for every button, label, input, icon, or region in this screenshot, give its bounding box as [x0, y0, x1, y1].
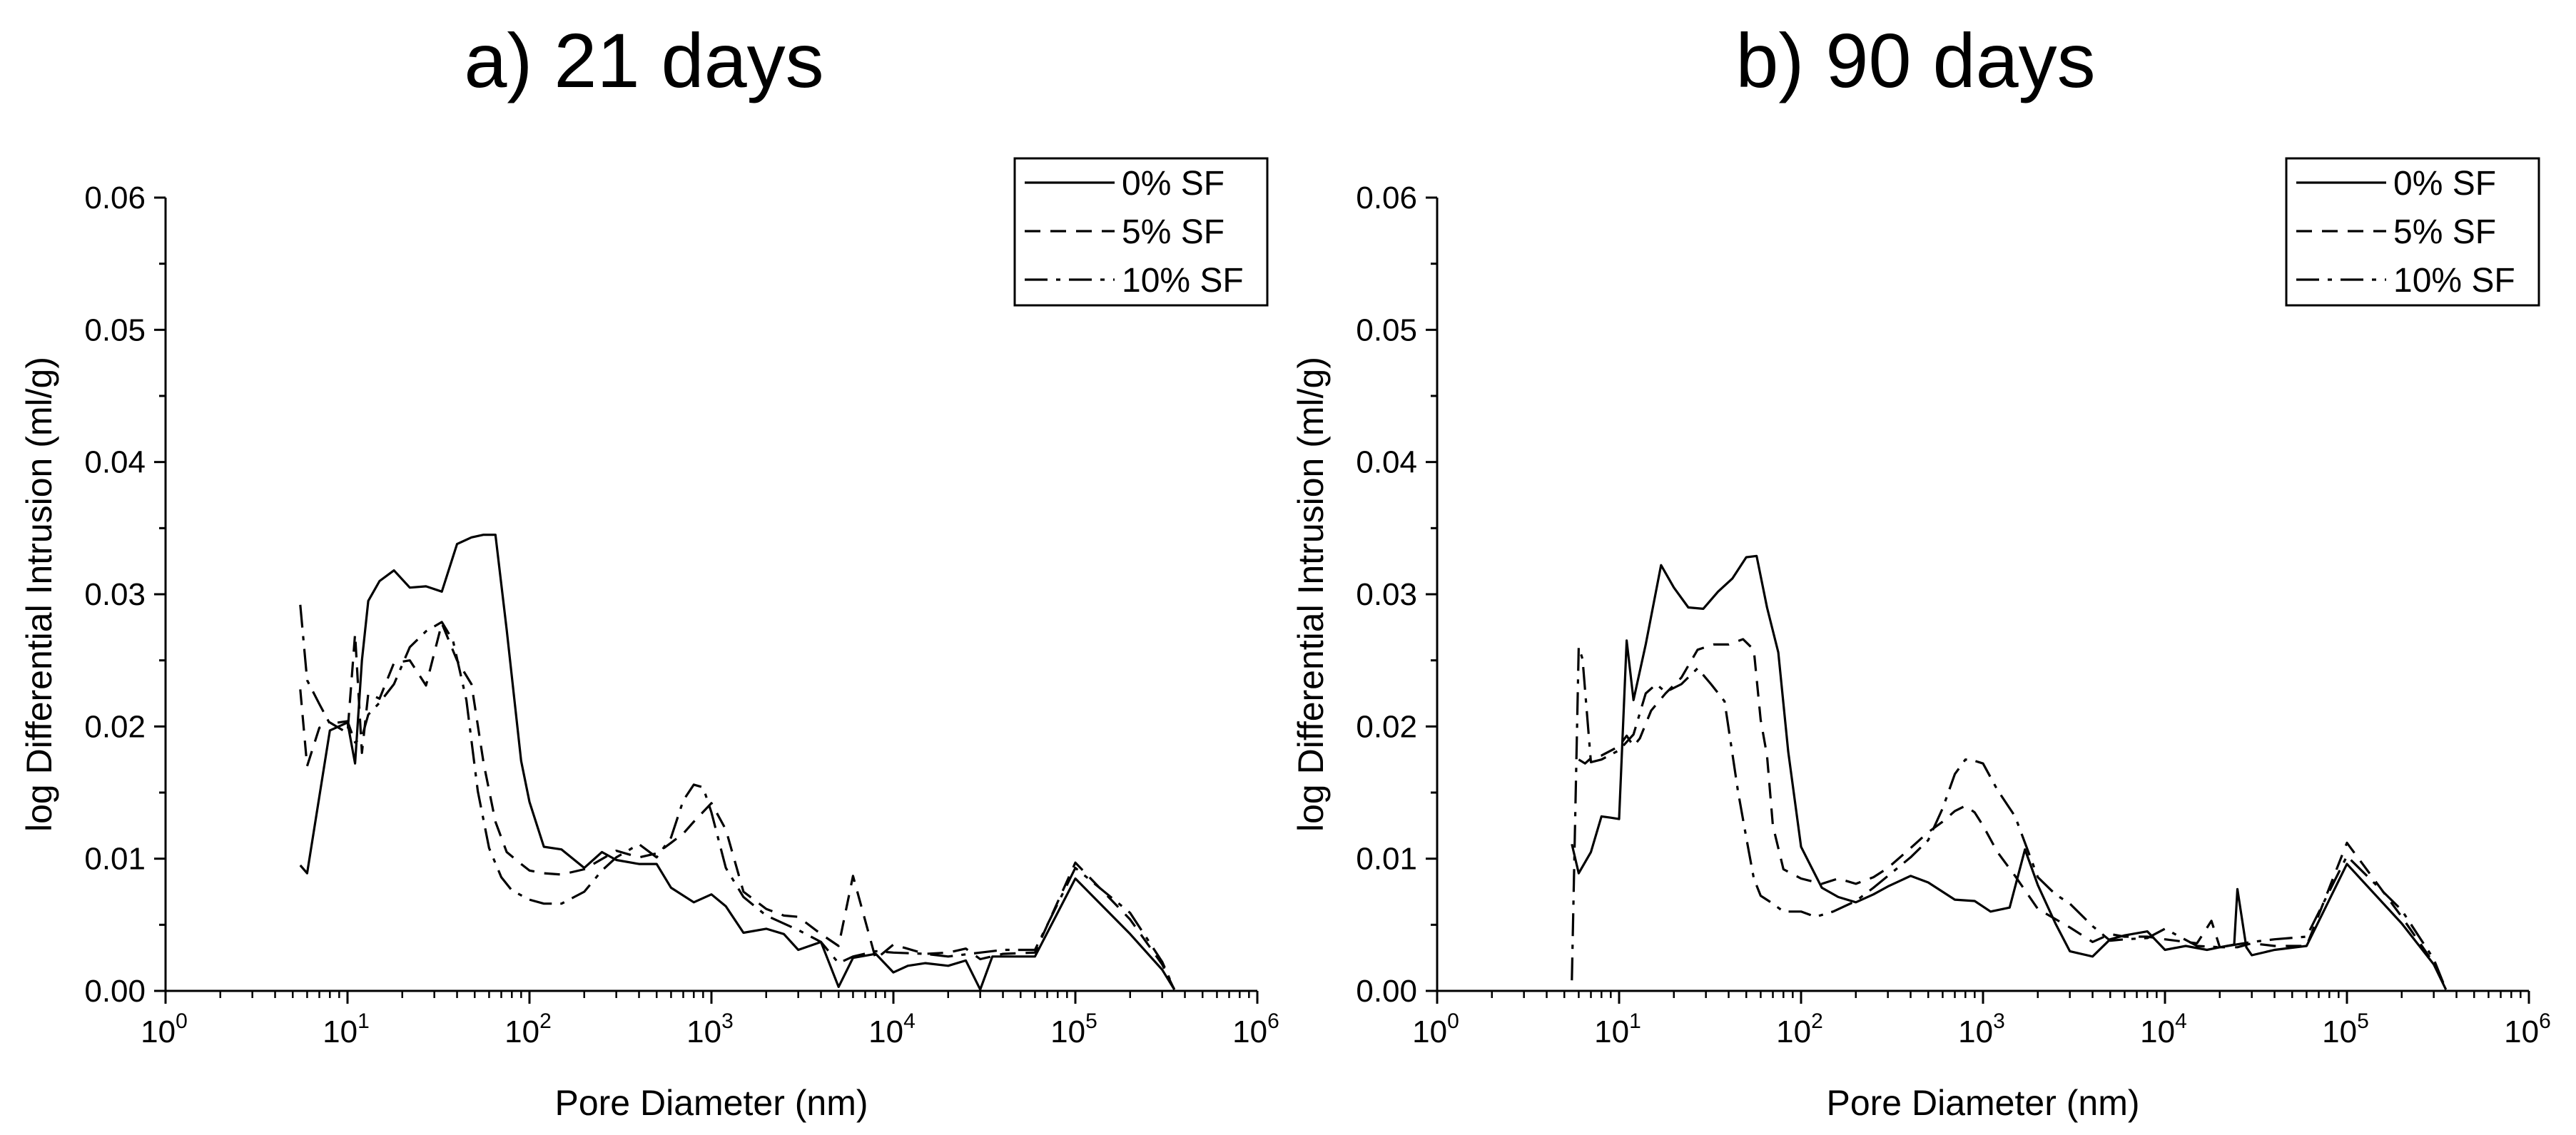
- x-tick-label: 101: [1594, 1009, 1641, 1049]
- y-tick-label: 0.05: [84, 312, 146, 347]
- x-axis-title: Pore Diameter (nm): [555, 1083, 868, 1123]
- series-line-5-sf: [1578, 638, 2448, 990]
- y-tick-label: 0.00: [84, 974, 146, 1009]
- x-tick-label: 105: [2322, 1009, 2369, 1049]
- chart-title: b) 90 days: [1735, 17, 2096, 103]
- y-tick-label: 0.02: [1356, 709, 1417, 744]
- y-tick-label: 0.05: [1356, 312, 1417, 347]
- y-axis-title: log Differential Intrusion (ml/g): [1291, 357, 1331, 832]
- x-tick-label: 102: [504, 1009, 552, 1049]
- x-tick-label: 103: [1958, 1009, 2005, 1049]
- series-line-5-sf: [299, 622, 1176, 990]
- y-tick-label: 0.01: [1356, 842, 1417, 877]
- x-tick-label: 103: [686, 1009, 734, 1049]
- x-tick-label: 105: [1050, 1009, 1097, 1049]
- x-axis-title: Pore Diameter (nm): [1827, 1083, 2140, 1123]
- legend-label: 10% SF: [1122, 262, 1244, 300]
- chart-title: a) 21 days: [464, 17, 824, 103]
- x-tick-label: 104: [868, 1009, 916, 1049]
- y-tick-label: 0.06: [1356, 180, 1417, 215]
- y-tick-label: 0.02: [84, 709, 146, 744]
- series-line-10-sf: [299, 604, 1176, 990]
- legend-label: 5% SF: [2393, 213, 2496, 251]
- x-tick-label: 106: [1232, 1009, 1279, 1049]
- y-axis-title: log Differential Intrusion (ml/g): [19, 357, 59, 832]
- chart-panel-21-days: a) 21 days 0.00 0.01 0.02 0.03 0.04 0.05 0.06 1…: [19, 17, 1279, 1123]
- y-tick-label: 0.03: [1356, 577, 1417, 612]
- y-tick-label: 0.01: [84, 842, 146, 877]
- chart-panel-90-days: b) 90 days 0.00 0.01 0.02 0.03 0.04 0.05 0.06 1…: [1272, 0, 2560, 1135]
- legend-label: 0% SF: [2393, 165, 2496, 203]
- series-line-10-sf: [1571, 646, 2448, 990]
- y-tick-label: 0.04: [1356, 445, 1417, 480]
- x-tick-label: 106: [2504, 1009, 2551, 1049]
- y-tick-label: 0.04: [84, 445, 146, 480]
- y-tick-label: 0.06: [84, 180, 146, 215]
- y-tick-label: 0.03: [84, 577, 146, 612]
- x-tick-label: 100: [1412, 1009, 1459, 1049]
- legend-label: 10% SF: [2393, 262, 2515, 300]
- chart-21-days: 0.00 0.01 0.02 0.03 0.04 0.05 0.06 100 101 102 103…: [19, 157, 1279, 1123]
- x-tick-label: 104: [2140, 1009, 2187, 1049]
- x-tick-label: 102: [1776, 1009, 1823, 1049]
- legend-label: 5% SF: [1122, 213, 1224, 251]
- x-tick-label: 100: [141, 1009, 188, 1049]
- chart-90-days: 0.00 0.01 0.02 0.03 0.04 0.05 0.06 100 101 102 103…: [1291, 157, 2551, 1123]
- legend-label: 0% SF: [1122, 165, 1224, 203]
- y-tick-label: 0.00: [1356, 974, 1417, 1009]
- x-tick-label: 101: [323, 1009, 370, 1049]
- series-line-0-sf: [299, 533, 1176, 991]
- series-line-0-sf: [1571, 554, 2448, 990]
